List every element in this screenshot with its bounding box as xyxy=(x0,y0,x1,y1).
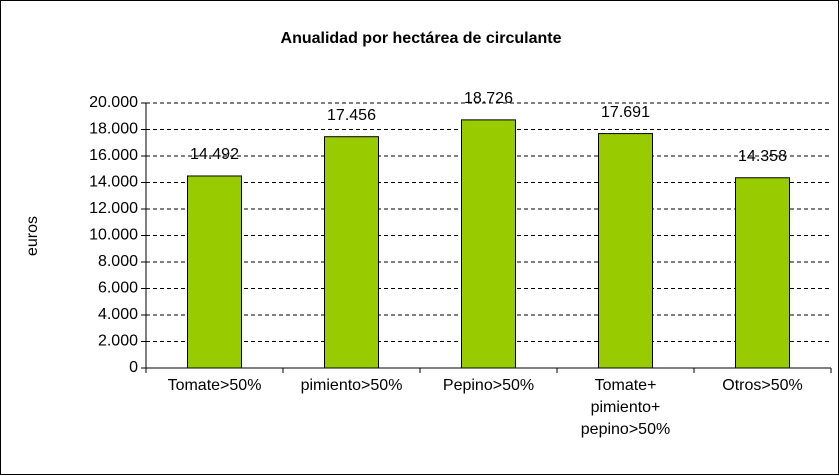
bar xyxy=(461,119,516,369)
x-tick-label: pimiento>50% xyxy=(300,377,403,394)
x-tick-label: Tomate+ pimiento+ pepino>50% xyxy=(580,377,671,438)
bar xyxy=(187,175,242,369)
y-tick-label: 0 xyxy=(129,359,138,376)
chart-title: Anualidad por hectárea de circulante xyxy=(281,30,562,47)
x-tick-label: Otros>50% xyxy=(722,377,803,394)
y-tick-label: 14.000 xyxy=(89,174,138,191)
bar xyxy=(735,177,790,369)
bar xyxy=(598,133,653,369)
y-tick-label: 20.000 xyxy=(89,94,138,111)
data-label: 17.691 xyxy=(601,104,650,121)
bar xyxy=(324,136,379,369)
x-tick-label: Tomate>50% xyxy=(167,377,262,394)
data-label: 18.726 xyxy=(464,90,513,107)
data-label: 14.492 xyxy=(190,146,239,163)
y-tick-label: 18.000 xyxy=(89,121,138,138)
y-tick-label: 8.000 xyxy=(98,253,138,270)
y-tick-label: 4.000 xyxy=(98,306,138,323)
y-tick-label: 10.000 xyxy=(89,227,138,244)
y-tick-label: 16.000 xyxy=(89,147,138,164)
x-tick-label: Pepino>50% xyxy=(442,377,535,394)
data-label: 17.456 xyxy=(327,107,376,124)
y-tick-label: 2.000 xyxy=(98,333,138,350)
y-tick-label: 12.000 xyxy=(89,200,138,217)
y-tick-label: 6.000 xyxy=(98,280,138,297)
data-label: 14.358 xyxy=(738,148,787,165)
y-axis-label: euros xyxy=(24,216,41,256)
